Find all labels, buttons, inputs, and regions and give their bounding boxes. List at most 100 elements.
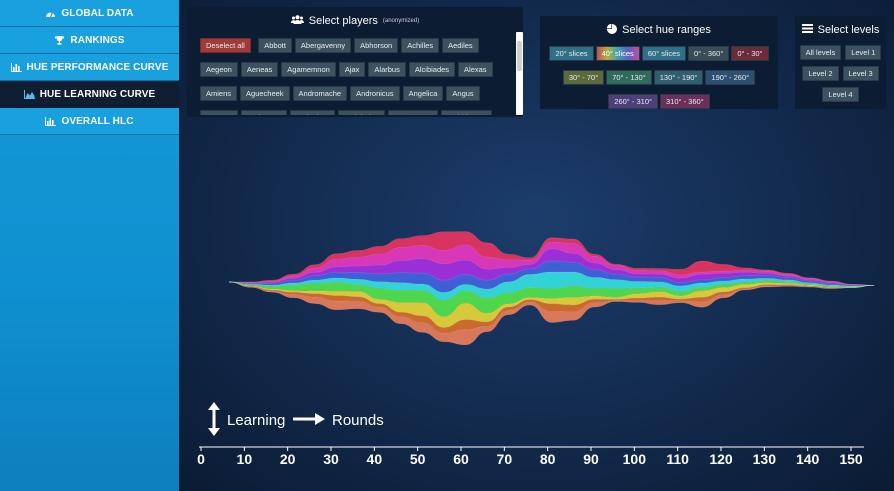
player-button[interactable]: Archidamus bbox=[440, 110, 493, 115]
hue-range-button[interactable]: 310° - 360° bbox=[660, 94, 710, 109]
player-button[interactable]: Alcibiades bbox=[408, 62, 456, 77]
player-button[interactable]: Antipholus bbox=[337, 110, 385, 115]
hue-panel: Select hue ranges 20° slices 40° slices 60… bbox=[540, 16, 778, 109]
nav-rankings[interactable]: RANKINGS bbox=[0, 27, 179, 54]
trophy-icon bbox=[54, 35, 65, 45]
nav-hue-performance-curve[interactable]: HUE PERFORMANCE CURVE bbox=[0, 54, 179, 81]
hue-range-button[interactable]: 20° slices bbox=[549, 46, 594, 61]
x-tick-label: 20 bbox=[280, 451, 296, 467]
player-button[interactable]: Antiochus bbox=[289, 110, 335, 115]
players-panel-title: Select players (anonymized) bbox=[187, 13, 523, 29]
deselect-all-button[interactable]: Deselect all bbox=[200, 38, 251, 53]
player-button[interactable]: Ajax bbox=[338, 62, 366, 77]
hue-range-button[interactable]: 40° slices bbox=[595, 46, 640, 61]
player-button[interactable]: Alexas bbox=[458, 62, 493, 77]
main-area: Select players (anonymized) Deselect all… bbox=[179, 0, 894, 491]
bar-chart-icon bbox=[10, 62, 22, 72]
x-tick-label: 70 bbox=[497, 451, 513, 467]
nav-label: OVERALL HLC bbox=[61, 115, 134, 127]
nav-label: HUE LEARNING CURVE bbox=[39, 88, 156, 100]
player-button[interactable]: Abbott bbox=[258, 38, 292, 53]
hue-title: Select hue ranges bbox=[622, 24, 711, 36]
players-scrollbar[interactable] bbox=[516, 32, 523, 115]
player-button[interactable]: Angelica bbox=[402, 86, 444, 101]
levels-panel-title: Select levels bbox=[795, 22, 886, 38]
player-button[interactable]: Andromache bbox=[292, 86, 348, 101]
nav-label: GLOBAL DATA bbox=[61, 7, 134, 19]
hue-range-button[interactable]: 190° - 260° bbox=[705, 70, 756, 85]
hue-range-button[interactable]: 70° - 130° bbox=[606, 70, 652, 85]
legend-rounds-label: Rounds bbox=[332, 412, 384, 429]
x-tick-label: 60 bbox=[453, 451, 469, 467]
players-title: Select players bbox=[308, 15, 378, 27]
player-button[interactable]: Abhorson bbox=[354, 38, 399, 53]
hue-range-button[interactable]: 0° - 30° bbox=[731, 46, 769, 61]
player-button[interactable]: Apemantus bbox=[387, 110, 438, 115]
player-button[interactable]: Amiens bbox=[200, 86, 238, 101]
player-button[interactable]: Abergavenny bbox=[294, 38, 352, 53]
level-button[interactable]: All levels bbox=[799, 45, 842, 60]
level-button-row: All levels Level 1 bbox=[795, 42, 886, 63]
player-button[interactable]: Achilles bbox=[401, 38, 440, 53]
hue-range-button[interactable]: 0° - 360° bbox=[688, 46, 730, 61]
nav-global-data[interactable]: GLOBAL DATA bbox=[0, 0, 179, 27]
hue-panel-title: Select hue ranges bbox=[540, 22, 778, 38]
x-tick-label: 90 bbox=[583, 451, 599, 467]
hue-button-row: 20° slices 40° slices 60° slices 0° - 360° 0… bbox=[540, 43, 778, 62]
players-panel: Select players (anonymized) Deselect all… bbox=[187, 7, 523, 117]
x-tick-label: 120 bbox=[709, 451, 733, 467]
level-button-row: Level 2 Level 3 bbox=[795, 63, 886, 84]
x-tick-label: 0 bbox=[197, 451, 205, 467]
x-tick-label: 130 bbox=[753, 451, 777, 467]
level-button[interactable]: Level 4 bbox=[822, 87, 859, 102]
hue-range-button[interactable]: 60° slices bbox=[641, 46, 686, 61]
nav-overall-hlc[interactable]: OVERALL HLC bbox=[0, 108, 179, 135]
nav-hue-learning-curve[interactable]: HUE LEARNING CURVE bbox=[0, 81, 179, 108]
player-button[interactable]: Antenor bbox=[200, 110, 239, 115]
hue-button-row: 30° - 70° 70° - 130° 130° - 190° 190° - 260… bbox=[540, 67, 778, 86]
players-list: Deselect all Abbott Abergavenny Abhorson Ac… bbox=[198, 33, 509, 115]
player-button[interactable]: Aguecheek bbox=[240, 86, 290, 101]
hue-range-button[interactable]: 30° - 70° bbox=[562, 70, 605, 85]
stream-layer-9 bbox=[228, 231, 875, 286]
area-chart-icon bbox=[23, 89, 35, 99]
level-button[interactable]: Level 1 bbox=[845, 45, 882, 60]
bar-chart-icon bbox=[45, 116, 57, 126]
level-button[interactable]: Level 3 bbox=[842, 66, 879, 81]
level-buttons: All levels Level 1 Level 2 Level 3 Level 4 bbox=[795, 42, 886, 105]
player-button[interactable]: Angus bbox=[446, 86, 480, 101]
player-button[interactable]: Antigonus bbox=[241, 110, 287, 115]
hue-buttons: 20° slices 40° slices 60° slices 0° - 360° 0… bbox=[540, 43, 778, 110]
level-button-row: Level 4 bbox=[795, 84, 886, 105]
legend-learning-label: Learning bbox=[227, 412, 285, 429]
stream-layers bbox=[228, 231, 875, 346]
pie-chart-icon bbox=[607, 23, 618, 37]
hue-range-button[interactable]: 130° - 190° bbox=[653, 70, 704, 85]
player-button[interactable]: Aegeon bbox=[200, 62, 238, 77]
nav-label: HUE PERFORMANCE CURVE bbox=[26, 61, 169, 73]
x-tick-label: 50 bbox=[410, 451, 426, 467]
player-button[interactable]: Alarbus bbox=[368, 62, 406, 77]
chart-legend: Learning Rounds bbox=[208, 402, 384, 436]
right-arrow-icon bbox=[293, 413, 325, 425]
x-tick-label: 150 bbox=[839, 451, 863, 467]
level-button[interactable]: Level 2 bbox=[802, 66, 839, 81]
player-button[interactable]: Aeneas bbox=[240, 62, 279, 77]
player-button[interactable]: Agamemnon bbox=[281, 62, 336, 77]
x-tick-label: 80 bbox=[540, 451, 556, 467]
dashboard-icon bbox=[45, 9, 56, 18]
learning-curve-chart: Learning Rounds 0 10 20 30 40 50 60 70 80 90 100 11… bbox=[197, 231, 875, 467]
player-button[interactable]: Aediles bbox=[442, 38, 479, 53]
x-tick-label: 140 bbox=[796, 451, 820, 467]
x-tick-label: 40 bbox=[367, 451, 383, 467]
list-icon bbox=[801, 24, 813, 36]
x-tick-label: 30 bbox=[323, 451, 339, 467]
levels-panel: Select levels All levels Level 1 Level 2 Le… bbox=[795, 16, 886, 109]
nav-label: RANKINGS bbox=[70, 34, 125, 46]
vertical-arrow-icon bbox=[208, 402, 220, 436]
users-icon bbox=[290, 15, 304, 27]
player-button[interactable]: Andronicus bbox=[350, 86, 400, 101]
scrollbar-thumb[interactable] bbox=[517, 41, 522, 71]
levels-title: Select levels bbox=[817, 24, 880, 36]
hue-range-button[interactable]: 260° - 310° bbox=[608, 94, 658, 109]
